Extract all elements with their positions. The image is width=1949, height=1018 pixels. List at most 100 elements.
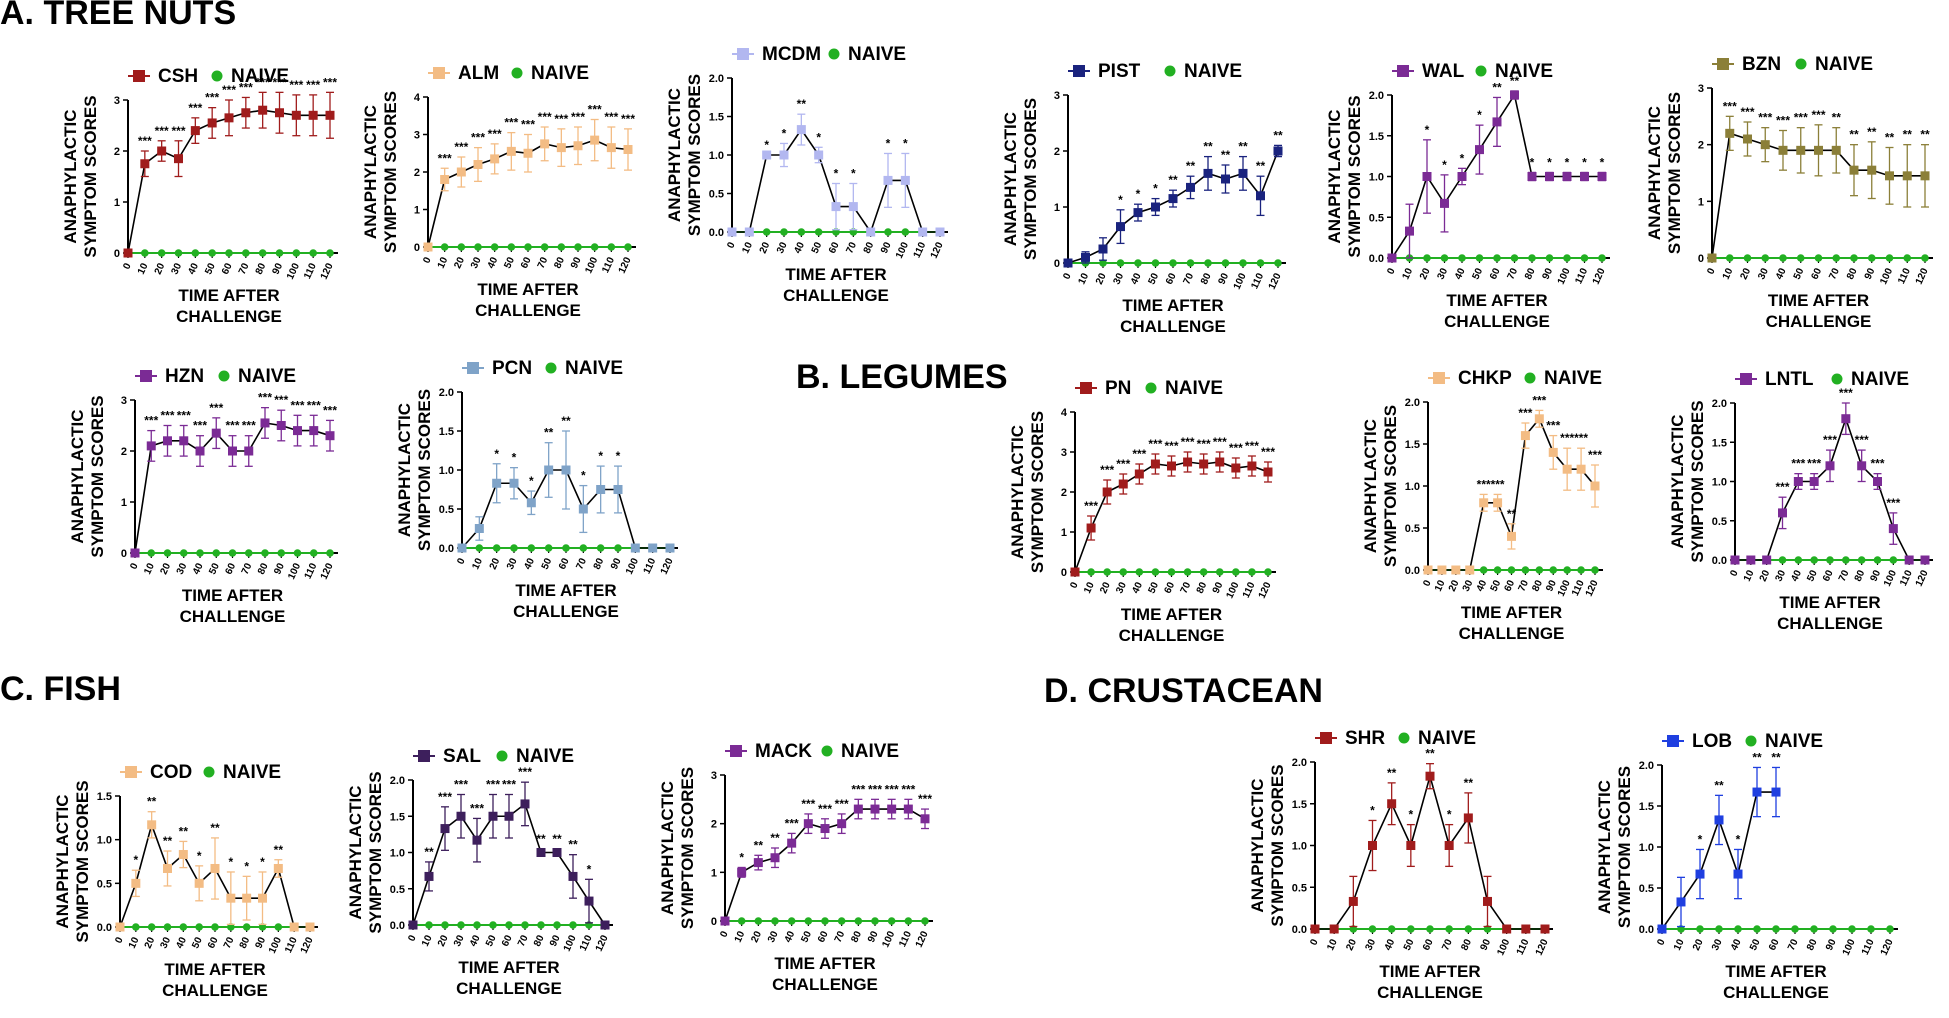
significance-label: *** [1855,433,1869,447]
significance-label: *** [138,134,152,148]
legend-naive-marker [1164,65,1176,77]
x-tick-label: 70 [833,929,848,944]
legend-marker [1433,372,1445,384]
data-point [163,436,172,446]
data-point [1221,174,1230,184]
y-tick-label: 0.0 [1712,555,1727,567]
significance-label: *** [851,782,865,796]
naive-point [1731,556,1739,564]
x-tick-label: 80 [256,561,271,576]
significance-label: *** [1588,448,1602,462]
data-point [1762,555,1772,565]
data-point [831,202,841,212]
naive-point [1388,254,1396,262]
y-tick-label: 0.0 [390,920,405,932]
x-axis-label: CHALLENGE [456,979,562,998]
data-point [174,154,183,164]
y-tick-label: 0.5 [709,189,724,201]
naive-point [457,243,466,251]
legend-naive-marker [511,67,523,79]
naive-point [871,917,879,925]
significance-label: *** [1245,439,1259,453]
significance-label: * [1698,832,1703,846]
naive-point [1274,259,1282,267]
naive-point [1753,925,1761,933]
y-tick-label: 1.0 [390,848,405,860]
y-axis-label: SYMPTOM SCORES [685,74,704,236]
legend-naive-label: NAIVE [1544,368,1602,389]
x-axis-label: CHALLENGE [1120,317,1226,336]
x-tick-label: 80 [238,935,253,950]
significance-label: ** [1752,750,1762,764]
y-tick-label: 1 [1698,196,1704,208]
x-tick-label: 0 [1728,568,1741,578]
x-tick-label: 0 [725,240,738,250]
significance-label: *** [272,75,286,89]
naive-point [242,249,250,257]
data-point [1405,226,1414,236]
y-tick-label: 2 [1061,487,1067,499]
naive-point [163,549,172,557]
significance-label: *** [1213,435,1227,449]
naive-point [1743,254,1752,262]
significance-label: *** [918,792,932,806]
y-tick-label: 0 [114,248,120,260]
legend-naive-label: NAIVE [841,741,899,762]
y-tick-label: 0 [1054,258,1060,270]
legend-marker [737,48,749,60]
legend-series-label: MCDM [762,44,821,65]
data-point [276,421,286,430]
data-point [472,835,482,845]
significance-label: *** [1197,437,1211,451]
y-tick-label: 2 [711,819,717,831]
x-tick-label: 20 [1344,937,1359,952]
naive-point [1734,925,1742,933]
y-tick-label: 1 [711,867,717,879]
significance-label: *** [604,110,618,124]
significance-label: * [1736,832,1741,846]
naive-point [866,228,875,236]
significance-label: *** [438,790,452,804]
naive-point [275,249,284,257]
x-tick-label: 90 [609,556,624,571]
data-point [1562,464,1572,474]
y-tick-label: 4 [414,92,421,104]
data-point [1841,414,1851,424]
x-tick-label: 120 [617,255,634,275]
data-point [275,108,284,118]
y-axis-label: ANAPHYLACTIC [1325,109,1344,243]
naive-point [754,917,763,925]
legend-naive-marker [1398,732,1410,744]
data-point [1920,171,1930,181]
x-axis-label: TIME AFTER [1446,291,1547,310]
naive-point [721,917,729,925]
x-tick-label: 70 [1182,271,1197,286]
significance-label: *** [502,778,516,792]
y-tick-label: 0 [1061,567,1067,579]
x-axis-label: TIME AFTER [1379,962,1480,981]
naive-point [1921,254,1929,262]
y-axis-label: ANAPHYLACTIC [1361,419,1380,553]
data-point [1310,924,1320,934]
series-line [427,139,629,248]
x-axis-label: CHALLENGE [1377,983,1483,1002]
naive-point [1522,925,1530,933]
legend-series-label: COD [150,762,192,783]
y-axis-label: ANAPHYLACTIC [361,105,380,239]
data-point [1086,523,1096,533]
naive-point [490,243,499,251]
data-point [1133,208,1143,218]
x-tick-label: 30 [1461,578,1476,593]
legend-series-label: ALM [458,63,499,84]
naive-point [242,923,251,931]
naive-point [1810,556,1818,564]
series-line [732,128,940,234]
significance-label: * [1118,193,1123,207]
legend-series-label: SHR [1345,728,1385,749]
naive-point [1483,925,1492,933]
y-tick-label: 1.5 [1369,131,1384,143]
significance-label: ** [1387,766,1397,780]
data-point [1465,565,1475,575]
data-point [1168,194,1178,204]
